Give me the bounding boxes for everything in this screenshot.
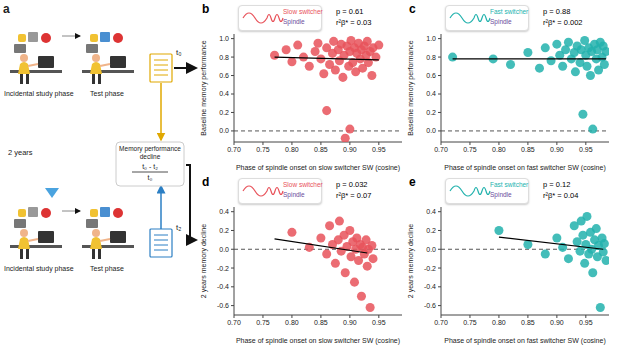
- html-text:b: b: [202, 2, 210, 16]
- svg-text:0.4: 0.4: [219, 208, 229, 215]
- html-text:Memory performance decline: Memory performance decline: [119, 145, 181, 160]
- svg-text:2 years memory decline: 2 years memory decline: [407, 224, 415, 298]
- svg-text:0.70: 0.70: [227, 319, 241, 326]
- svg-text:0.2: 0.2: [219, 227, 229, 234]
- html-text:2 years: 2 years: [8, 148, 33, 157]
- html-text:Spindle: Spindle: [490, 191, 512, 198]
- svg-text:0.4: 0.4: [426, 208, 436, 215]
- html-text:Spindle: Spindle: [490, 18, 512, 25]
- html-text:d: d: [202, 175, 210, 189]
- html-text:Slow switcher: Slow switcher: [283, 8, 323, 15]
- html-text:p = 0.032: p = 0.032: [336, 180, 368, 189]
- svg-text:Baseline memory performance: Baseline memory performance: [200, 40, 208, 135]
- svg-text:0.85: 0.85: [314, 319, 328, 326]
- html-text:Test phase: Test phase: [90, 90, 124, 97]
- svg-text:0.75: 0.75: [256, 319, 270, 326]
- html-text:r²β* = 0.07: r²β* = 0.07: [336, 191, 372, 200]
- svg-text:0.85: 0.85: [314, 146, 328, 153]
- svg-text:Phase of spindle onset on slow: Phase of spindle onset on slow switcher …: [236, 164, 400, 172]
- svg-text:1.0: 1.0: [219, 35, 229, 42]
- svg-text:0.6: 0.6: [426, 72, 436, 79]
- svg-text:0.0: 0.0: [426, 246, 436, 253]
- svg-text:-0.4: -0.4: [217, 283, 229, 290]
- html-text:Incidental study phase: Incidental study phase: [4, 90, 74, 97]
- svg-text:0.80: 0.80: [492, 319, 506, 326]
- svg-text:0.0: 0.0: [219, 127, 229, 134]
- svg-text:Phase of spindle onset on slow: Phase of spindle onset on slow switcher …: [236, 337, 400, 345]
- svg-text:0.90: 0.90: [550, 319, 564, 326]
- svg-text:-0.6: -0.6: [217, 302, 229, 309]
- svg-text:0.90: 0.90: [343, 146, 357, 153]
- html-text:Fast switcher: Fast switcher: [490, 8, 529, 15]
- svg-text:-0.2: -0.2: [217, 265, 229, 272]
- svg-text:0.95: 0.95: [579, 146, 593, 153]
- html-text:Fast switcher: Fast switcher: [490, 181, 529, 188]
- svg-text:0.0: 0.0: [219, 246, 229, 253]
- svg-text:0.2: 0.2: [426, 109, 436, 116]
- svg-text:0.90: 0.90: [550, 146, 564, 153]
- svg-text:0.70: 0.70: [434, 146, 448, 153]
- svg-text:-0.2: -0.2: [424, 265, 436, 272]
- svg-text:0.75: 0.75: [463, 146, 477, 153]
- svg-text:2 years memory decline: 2 years memory decline: [200, 224, 208, 298]
- svg-text:0.4: 0.4: [219, 90, 229, 97]
- html-text:t₀: t₀: [147, 174, 153, 181]
- svg-text:0.75: 0.75: [463, 319, 477, 326]
- svg-text:0.90: 0.90: [343, 319, 357, 326]
- html-text:c: c: [409, 2, 416, 16]
- html-text:Slow switcher: Slow switcher: [283, 181, 323, 188]
- svg-text:0.80: 0.80: [492, 146, 506, 153]
- html-text:p = 0.12: p = 0.12: [543, 180, 571, 189]
- html-text:Incidental study phase: Incidental study phase: [4, 265, 74, 272]
- svg-text:0.80: 0.80: [285, 319, 299, 326]
- svg-text:0.8: 0.8: [426, 54, 436, 61]
- svg-text:Phase of spindle onset on fast: Phase of spindle onset on fast switcher …: [444, 337, 605, 345]
- svg-text:-0.4: -0.4: [424, 283, 436, 290]
- html-text:e: e: [409, 175, 416, 189]
- html-text:r²β* = 0.002: r²β* = 0.002: [543, 18, 583, 27]
- html-text:r²β* = 0.03: r²β* = 0.03: [336, 18, 372, 27]
- svg-text:0.70: 0.70: [434, 319, 448, 326]
- svg-text:0.80: 0.80: [285, 146, 299, 153]
- svg-text:1.0: 1.0: [426, 35, 436, 42]
- svg-text:Baseline memory performance: Baseline memory performance: [407, 40, 415, 135]
- html-text:Spindle: Spindle: [283, 191, 305, 198]
- svg-text:-0.6: -0.6: [424, 302, 436, 309]
- svg-text:Phase of spindle onset on fast: Phase of spindle onset on fast switcher …: [444, 164, 605, 172]
- svg-text:0.85: 0.85: [521, 319, 535, 326]
- html-text:Spindle: Spindle: [283, 18, 305, 25]
- html-text:t₂: t₂: [176, 223, 182, 232]
- svg-text:0.0: 0.0: [426, 127, 436, 134]
- html-text:p = 0.88: p = 0.88: [543, 7, 571, 16]
- svg-text:0.8: 0.8: [219, 54, 229, 61]
- svg-text:0.95: 0.95: [372, 146, 386, 153]
- html-text:p = 0.61: p = 0.61: [336, 7, 364, 16]
- html-text:Test phase: Test phase: [90, 265, 124, 272]
- svg-text:0.75: 0.75: [256, 146, 270, 153]
- html-text:a: a: [3, 2, 10, 16]
- html-text:t₀: t₀: [176, 48, 182, 57]
- svg-text:0.95: 0.95: [372, 319, 386, 326]
- svg-text:0.85: 0.85: [521, 146, 535, 153]
- svg-text:0.6: 0.6: [219, 72, 229, 79]
- svg-text:0.4: 0.4: [426, 90, 436, 97]
- html-text:t₀ - t₂: t₀ - t₂: [142, 163, 158, 170]
- svg-text:0.70: 0.70: [227, 146, 241, 153]
- svg-text:0.2: 0.2: [426, 227, 436, 234]
- html-text:r²β* = 0.04: r²β* = 0.04: [543, 191, 579, 200]
- svg-text:0.95: 0.95: [579, 319, 593, 326]
- svg-text:0.2: 0.2: [219, 109, 229, 116]
